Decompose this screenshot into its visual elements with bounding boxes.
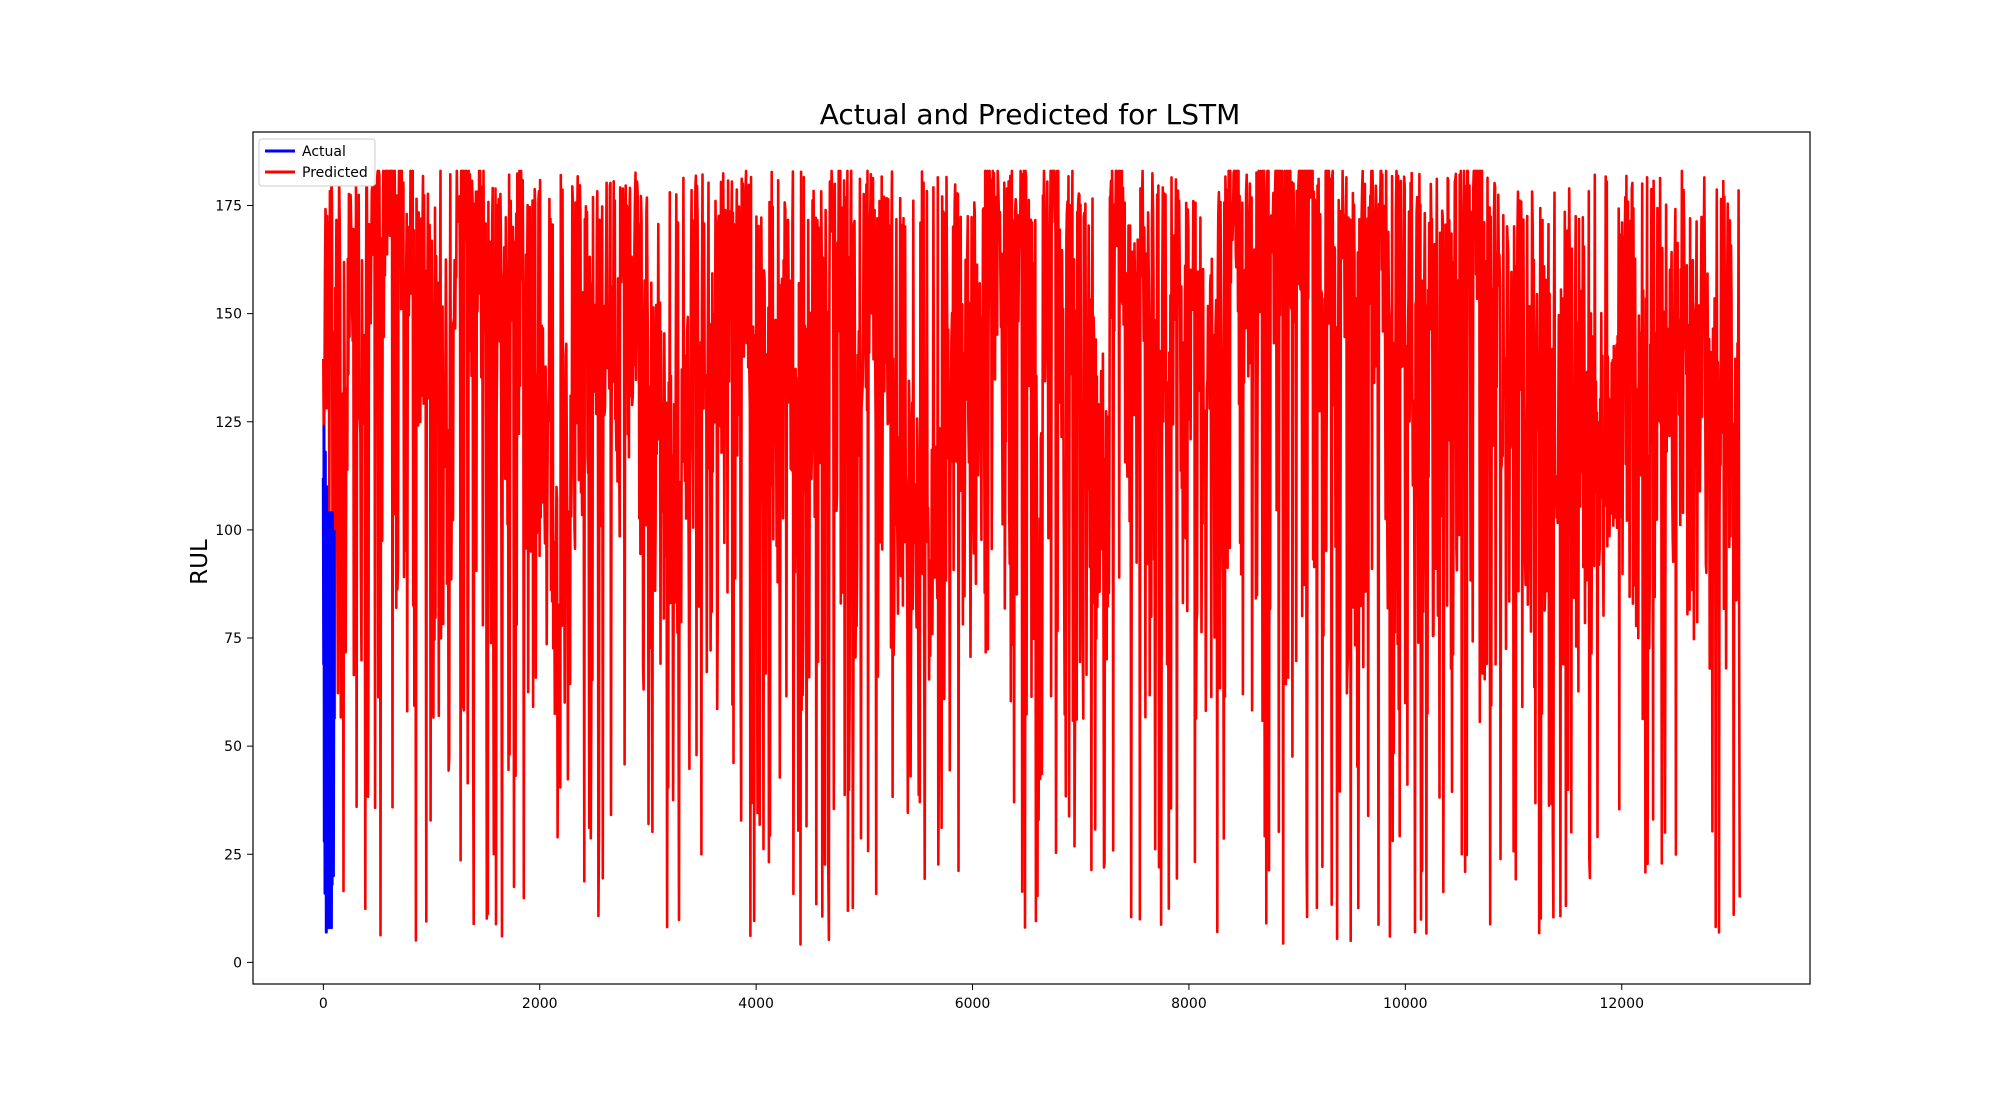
series-layer <box>321 169 1741 946</box>
y-axis-title: RUL <box>187 539 213 585</box>
legend: Actual Predicted <box>258 138 376 187</box>
x-tick-label: 10000 <box>1383 996 1428 1012</box>
legend-label-actual: Actual <box>302 144 346 160</box>
x-tick-label: 2000 <box>522 996 558 1012</box>
y-tick-label: 0 <box>233 955 242 971</box>
legend-label-predicted: Predicted <box>302 165 368 181</box>
y-axis: 0 25 50 75 100 125 150 175 <box>215 199 253 971</box>
y-tick-label: 125 <box>215 415 242 431</box>
y-tick-label: 100 <box>215 523 242 539</box>
plot-frame <box>252 131 1811 985</box>
y-tick-label: 150 <box>215 307 242 323</box>
x-tick-label: 4000 <box>738 996 774 1012</box>
x-tick-label: 8000 <box>1171 996 1207 1012</box>
series-actual-line <box>321 424 336 934</box>
x-tick-label: 12000 <box>1599 996 1644 1012</box>
y-tick-label: 75 <box>224 631 242 647</box>
y-tick-label: 25 <box>224 847 242 863</box>
y-tick-label: 50 <box>224 739 242 755</box>
series-predicted-line <box>322 169 1741 946</box>
x-tick-label: 0 <box>319 996 328 1012</box>
x-tick-label: 6000 <box>955 996 991 1012</box>
chart-title: Actual and Predicted for LSTM <box>820 98 1241 131</box>
y-tick-label: 175 <box>215 199 242 215</box>
x-axis: 0 2000 4000 6000 8000 10000 12000 <box>319 984 1644 1012</box>
